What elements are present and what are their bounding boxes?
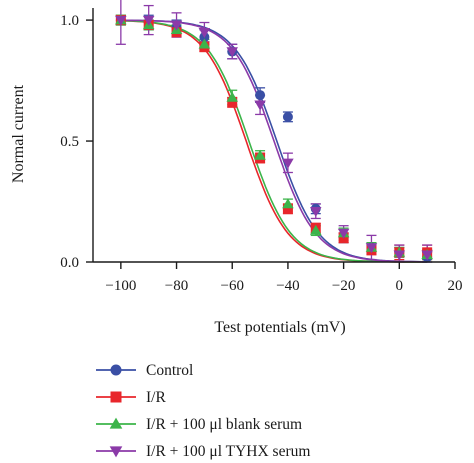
data-point [226, 91, 238, 102]
data-point [198, 27, 211, 38]
data-point [421, 250, 433, 261]
y-tick-label: 0.5 [60, 134, 79, 150]
data-point [254, 100, 266, 111]
legend-marker [109, 446, 123, 458]
legend-label: I/R + 100 μl TYHX serum [146, 443, 310, 460]
data-point [227, 97, 238, 108]
legend-label: I/R [146, 389, 166, 406]
y-tick-label: 0.0 [60, 255, 79, 271]
x-tick-label: −100 [105, 278, 136, 294]
y-axis-title: Normal current [10, 84, 27, 183]
plot-area [115, 0, 433, 263]
y-tick-label: 1.0 [60, 13, 79, 29]
data-markers [115, 14, 433, 263]
x-tick-label: 20 [448, 278, 463, 294]
data-point [393, 250, 406, 261]
data-point [254, 149, 266, 160]
data-point [310, 224, 322, 235]
x-tick-label: 0 [396, 278, 404, 294]
data-point [282, 203, 293, 214]
data-point [282, 111, 293, 122]
data-point [365, 243, 378, 254]
data-point [115, 15, 127, 26]
x-tick-label: −60 [220, 278, 243, 294]
x-axis-title: Test potentials (mV) [214, 319, 345, 336]
legend-marker [110, 364, 122, 376]
data-point [226, 47, 238, 58]
x-tick-label: −40 [276, 278, 299, 294]
x-tick-label: −80 [165, 278, 188, 294]
data-point [310, 206, 322, 217]
x-axis: −100 −80 −60 −40 −20 0 20 [93, 261, 463, 294]
data-point [255, 90, 266, 101]
data-point [198, 38, 211, 49]
data-point [282, 158, 294, 169]
fit-curves [120, 19, 428, 263]
legend-label: Control [146, 362, 193, 379]
data-point [142, 15, 155, 26]
legend-marker [110, 391, 122, 403]
legend-label: I/R + 100 μl blank serum [146, 416, 302, 433]
x-tick-label: −20 [332, 278, 355, 294]
legend-marker [109, 417, 123, 429]
data-point [282, 198, 294, 209]
data-point [170, 20, 183, 31]
data-point [337, 228, 350, 239]
y-axis: 0.0 0.5 1.0 [60, 8, 94, 271]
legend: Control I/R I/R + 100 μl blank serum I/R + … [96, 362, 310, 460]
fit-curve-4 [120, 19, 428, 263]
